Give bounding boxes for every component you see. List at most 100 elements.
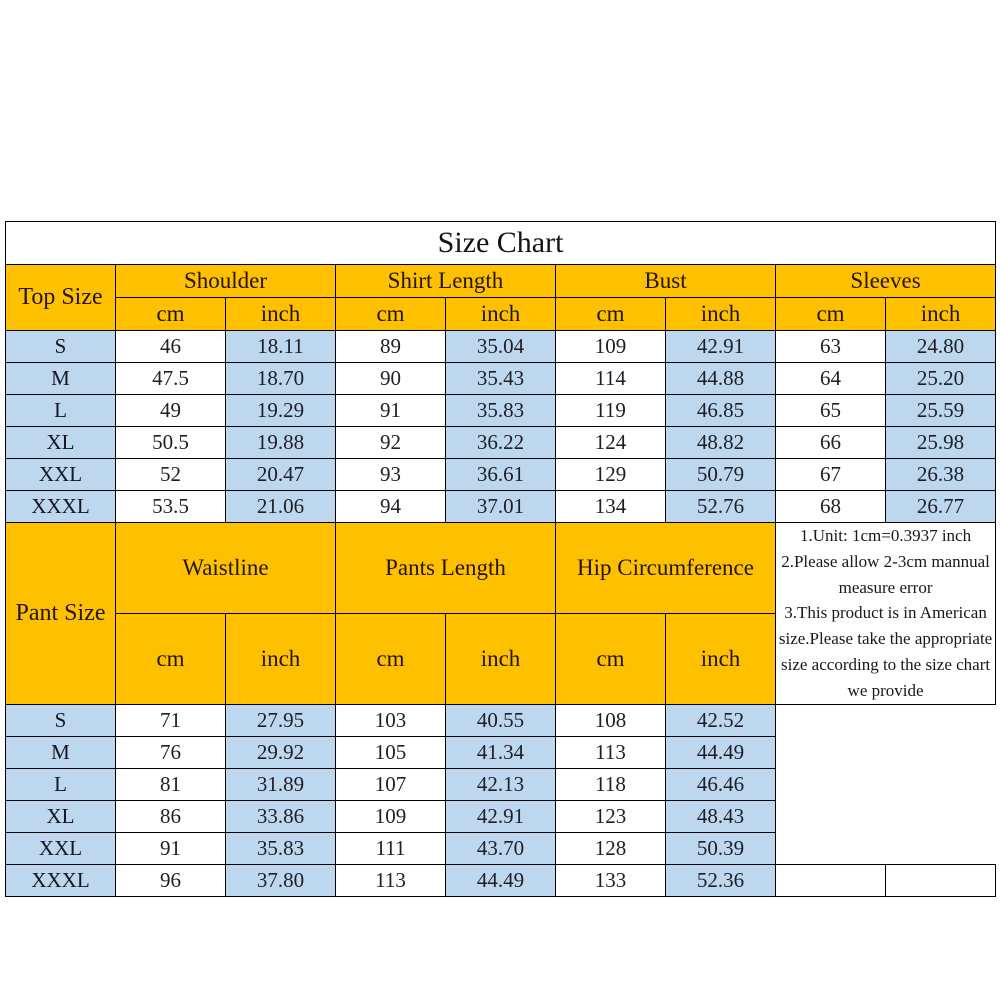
value-cell: 25.59 [884,394,997,427]
value-cell: 35.83 [225,831,336,865]
value-cell: 109 [555,330,666,363]
value-cell: 31.89 [225,767,336,801]
value-cell: 133 [555,863,666,897]
unit-header-cm: cm [335,612,446,705]
value-cell: 86 [115,799,226,833]
table-row: XXXL 96 37.80 113 44.49 133 52.36 [5,863,997,897]
top-header-row-units: cm inch cm inch cm inch cm inch [6,297,997,331]
empty-cell [884,863,997,897]
value-cell: 24.80 [884,330,997,363]
table-row: XL 86 33.86 109 42.91 123 48.43 [5,799,996,833]
note-line-measure-error: 2.Please allow 2-3cm mannual measure err… [781,551,990,597]
unit-header-cm: cm [555,297,666,331]
value-cell: 96 [115,863,226,897]
size-label: XXL [5,458,116,491]
size-label: L [5,394,116,427]
note-line-unit: 1.Unit: 1cm=0.3937 inch [800,526,972,545]
table-row: M 47.5 18.70 90 35.43 114 44.88 64 25.20 [5,362,997,395]
value-cell: 52.76 [665,490,776,523]
value-cell: 124 [555,426,666,459]
size-label: XXXL [5,490,116,523]
unit-header-inch: inch [445,297,556,331]
value-cell: 66 [775,426,886,459]
title-row: Size Chart [4,221,997,265]
value-cell: 50.5 [115,426,226,459]
value-cell: 50.79 [665,458,776,491]
table-row: S 46 18.11 89 35.04 109 42.91 63 24.80 [5,330,997,363]
value-cell: 129 [555,458,666,491]
value-cell: 46.85 [665,394,776,427]
size-label: S [5,330,116,363]
table-row: S 71 27.95 103 40.55 108 42.52 [5,703,996,737]
unit-header-inch: inch [884,297,997,331]
table-row: XXL 52 20.47 93 36.61 129 50.79 67 26.38 [5,458,997,491]
size-label: XL [5,426,116,459]
page-title: Size Chart [4,221,997,265]
value-cell: 71 [115,703,226,737]
col-header-waistline: Waistline [115,522,336,614]
value-cell: 52.36 [665,863,776,897]
value-cell: 119 [555,394,666,427]
size-label: M [5,362,116,395]
value-cell: 50.39 [665,831,776,865]
notes-box: 1.Unit: 1cm=0.3937 inch 2.Please allow 2… [774,522,997,705]
value-cell: 113 [555,735,666,769]
value-cell: 18.70 [225,362,336,395]
pant-size-rows: S 71 27.95 103 40.55 108 42.52 M 76 29.92 105 41.34… [5,703,997,897]
size-label: XL [5,799,116,833]
size-label: M [5,735,116,769]
value-cell: 64 [775,362,886,395]
value-cell: 44.49 [665,735,776,769]
size-label: L [5,767,116,801]
value-cell: 25.98 [884,426,997,459]
top-size-header: Top Size [5,264,116,331]
table-row: L 81 31.89 107 42.13 118 46.46 [5,767,996,801]
unit-header-cm: cm [115,612,226,705]
col-header-hip-circumference: Hip Circumference [555,522,776,614]
size-label: S [5,703,116,737]
value-cell: 37.01 [445,490,556,523]
value-cell: 44.49 [445,863,556,897]
value-cell: 19.88 [225,426,336,459]
value-cell: 81 [115,767,226,801]
col-header-bust: Bust [555,264,776,298]
value-cell: 37.80 [225,863,336,897]
unit-header-inch: inch [225,612,336,705]
empty-cell [775,863,886,897]
note-line-american-size: 3.This product is in American size.Pleas… [778,603,993,700]
value-cell: 65 [775,394,886,427]
value-cell: 92 [335,426,446,459]
value-cell: 105 [335,735,446,769]
value-cell: 21.06 [225,490,336,523]
size-label: XXXL [5,863,116,897]
value-cell: 48.82 [665,426,776,459]
table-row: XXL 91 35.83 111 43.70 128 50.39 [5,831,996,865]
value-cell: 25.20 [884,362,997,395]
size-chart-table: Size Chart Top Size Shoulder Shirt Lengt… [4,221,997,897]
value-cell: 67 [775,458,886,491]
value-cell: 35.04 [445,330,556,363]
unit-header-cm: cm [115,297,226,331]
value-cell: 29.92 [225,735,336,769]
value-cell: 68 [775,490,886,523]
value-cell: 123 [555,799,666,833]
value-cell: 103 [335,703,446,737]
value-cell: 41.34 [445,735,556,769]
value-cell: 43.70 [445,831,556,865]
unit-header-cm: cm [335,297,446,331]
value-cell: 63 [775,330,886,363]
value-cell: 40.55 [445,703,556,737]
value-cell: 35.43 [445,362,556,395]
col-header-sleeves: Sleeves [774,264,997,298]
value-cell: 46 [115,330,226,363]
table-row: XXXL 53.5 21.06 94 37.01 134 52.76 68 26.77 [5,490,997,523]
unit-header-inch: inch [225,297,336,331]
col-header-pants-length: Pants Length [335,522,556,614]
value-cell: 128 [555,831,666,865]
pant-size-header: Pant Size [5,522,116,705]
unit-header-cm: cm [775,297,886,331]
value-cell: 93 [335,458,446,491]
unit-header-inch: inch [665,297,776,331]
value-cell: 18.11 [225,330,336,363]
value-cell: 91 [115,831,226,865]
